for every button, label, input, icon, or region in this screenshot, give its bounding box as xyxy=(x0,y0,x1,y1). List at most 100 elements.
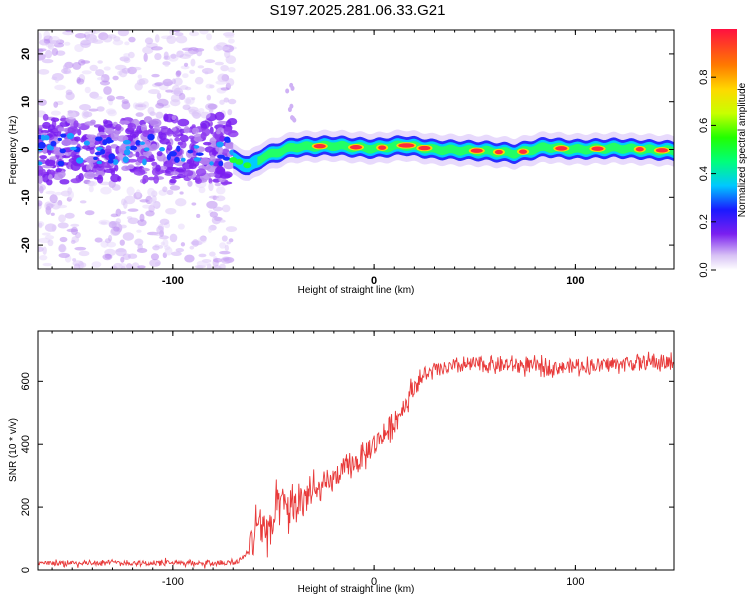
noise-blob xyxy=(204,59,216,64)
snr-xtick-label: 0 xyxy=(371,576,377,588)
noise-blob xyxy=(154,34,160,43)
noise-blob xyxy=(115,95,125,100)
noise-blob xyxy=(119,120,130,125)
spectrogram-ytick-label: 0 xyxy=(20,146,32,152)
noise-blob xyxy=(92,39,104,44)
noise-blob xyxy=(126,216,133,220)
noise-blob xyxy=(196,49,203,57)
noise-blob xyxy=(162,238,169,248)
noise-blob xyxy=(200,120,211,129)
noise-band-blob xyxy=(218,160,224,167)
noise-blob xyxy=(175,70,181,78)
noise-band-blob xyxy=(57,137,62,142)
noise-band-blob xyxy=(129,145,138,151)
noise-blob xyxy=(216,186,226,195)
noise-band-blob xyxy=(83,140,90,146)
noise-band-blob xyxy=(159,147,165,152)
noise-blob xyxy=(207,225,213,234)
noise-blob xyxy=(156,151,163,157)
noise-blob xyxy=(214,195,226,202)
spectrogram-ytick-label: 10 xyxy=(20,96,32,108)
noise-blob xyxy=(208,182,214,192)
noise-band-blob xyxy=(100,148,106,155)
noise-blob xyxy=(209,251,216,257)
noise-blob xyxy=(88,161,94,170)
ridge-hotspot xyxy=(635,147,644,152)
noise-blob xyxy=(191,202,197,206)
noise-blob xyxy=(187,180,193,187)
noise-band-blob xyxy=(59,148,66,154)
noise-blob xyxy=(179,134,189,143)
noise-blob xyxy=(188,108,197,115)
noise-blob xyxy=(45,190,56,195)
noise-blob xyxy=(104,238,111,244)
ridge-start-spot xyxy=(229,157,238,164)
noise-blob xyxy=(200,111,211,119)
noise-band-blob xyxy=(122,139,131,145)
snr-ytick-label: 400 xyxy=(20,435,32,453)
noise-blob xyxy=(47,42,55,50)
noise-blob xyxy=(103,120,113,128)
noise-blob xyxy=(56,204,68,209)
ridge-hotspot xyxy=(313,143,326,149)
noise-blob xyxy=(142,130,150,137)
noise-blob xyxy=(74,246,87,251)
noise-blob xyxy=(42,113,49,121)
colorbar xyxy=(711,29,737,270)
ridge-hotspot xyxy=(378,145,387,150)
noise-blob xyxy=(111,184,121,191)
noise-blob xyxy=(163,51,169,60)
noise-blob xyxy=(70,223,80,227)
noise-blob xyxy=(166,189,174,195)
noise-blob xyxy=(126,263,133,269)
snr-plot xyxy=(38,351,674,569)
noise-blob xyxy=(117,175,122,182)
snr-ytick-label: 600 xyxy=(20,372,32,390)
noise-blob xyxy=(67,190,74,200)
noise-blob xyxy=(134,82,143,91)
noise-blob xyxy=(225,55,237,65)
noise-blob xyxy=(41,58,54,64)
noise-blob xyxy=(188,157,195,167)
noise-blob xyxy=(164,63,169,68)
page-title: S197.2025.281.06.33.G21 xyxy=(269,2,446,19)
noise-blob xyxy=(62,64,69,70)
noise-blob xyxy=(212,206,223,212)
noise-blob xyxy=(145,210,155,217)
noise-blob xyxy=(112,75,119,81)
noise-blob xyxy=(81,70,92,75)
noise-blob xyxy=(127,122,137,131)
noise-band-blob xyxy=(66,132,75,140)
snr-series-line xyxy=(38,351,674,569)
snr-frame xyxy=(37,330,675,571)
noise-blob xyxy=(45,49,53,59)
noise-blob xyxy=(214,61,224,66)
noise-band-blob xyxy=(216,141,224,148)
noise-blob xyxy=(219,242,227,249)
noise-band-blob xyxy=(38,161,43,166)
noise-blob xyxy=(175,247,185,253)
noise-blob xyxy=(84,210,95,216)
noise-blob xyxy=(170,171,180,176)
noise-blob xyxy=(124,41,130,46)
noise-blob xyxy=(171,175,182,179)
noise-blob xyxy=(160,127,171,135)
noise-blob xyxy=(142,46,154,55)
noise-blob xyxy=(220,64,229,72)
noise-band-blob xyxy=(139,141,146,146)
ridge-hotspot xyxy=(494,149,503,155)
noise-blob xyxy=(143,116,153,124)
noise-blob xyxy=(49,194,58,204)
ridge-hotspot xyxy=(555,146,568,151)
noise-blob xyxy=(126,186,135,196)
noise-blob xyxy=(224,244,229,252)
noise-blob xyxy=(211,149,217,157)
noise-blob xyxy=(88,30,101,35)
noise-blob xyxy=(78,250,90,257)
noise-blob xyxy=(207,172,216,177)
noise-band-blob xyxy=(44,135,50,139)
spectrogram-xtick-label: 0 xyxy=(371,275,377,287)
noise-blob xyxy=(139,213,145,222)
noise-blob xyxy=(43,30,51,39)
noise-blob xyxy=(216,130,221,135)
